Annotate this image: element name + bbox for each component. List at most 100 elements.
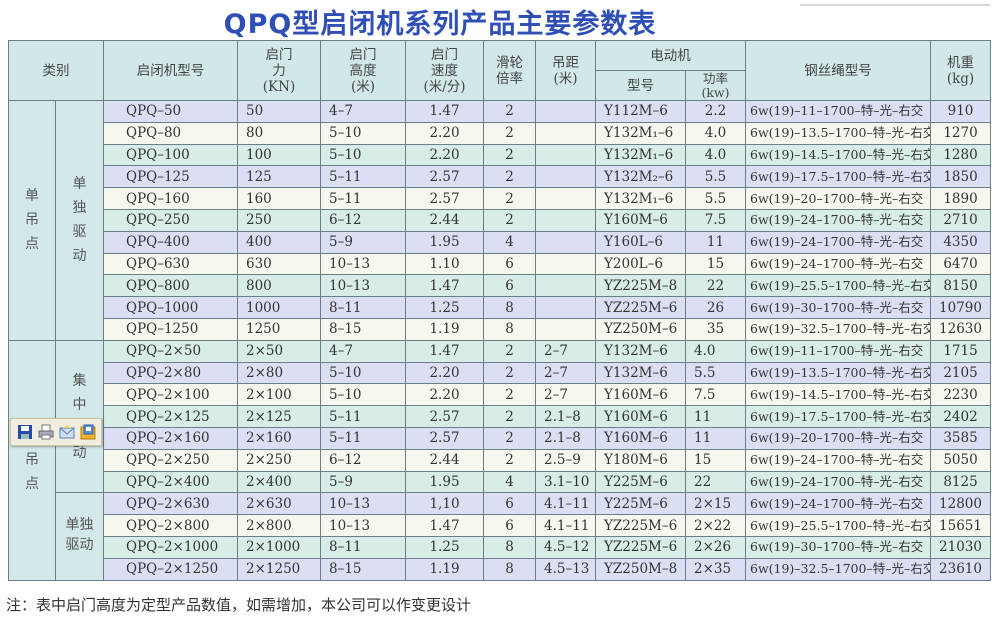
cell-motor-model: Y200L–6: [595, 252, 686, 276]
cell-weight: 23610: [930, 557, 991, 581]
cell-span: 4.5–13: [535, 557, 596, 581]
table-row: 双吊点集中驱动QPQ–2×502×504–71.4722–7Y132M–64.0…: [8, 339, 991, 581]
cell-force: 160: [237, 187, 321, 210]
cell-model: QPQ–125: [103, 165, 238, 189]
cell-weight: 2105: [930, 361, 991, 385]
cell-weight: 21030: [930, 535, 991, 559]
cell-height: 10–13: [320, 514, 406, 537]
cell-height: 5–10: [320, 143, 406, 167]
subcategory-cell: 单独驱动: [55, 492, 104, 581]
cell-span: 3.1–10: [535, 470, 596, 494]
table-row: QPQ–2×400 2×400 5–9 1.95 4 3.1–10 Y225M–6 22 6w(…: [9, 470, 991, 494]
cell-motor-model: YZ250M–8: [595, 557, 686, 581]
cell-motor-model: Y225M–6: [595, 492, 686, 516]
cell-span: [535, 121, 596, 145]
cell-span: [535, 296, 596, 319]
cell-motor-power: 2.2: [685, 100, 746, 123]
cell-model: QPQ–1000: [103, 296, 238, 319]
cell-motor-model: Y132M₁–6: [595, 143, 686, 167]
cell-span: 2–7: [535, 339, 596, 363]
cell-speed: 2.20: [405, 121, 484, 145]
cell-speed: 1.95: [405, 230, 484, 254]
table-row: QPQ–2×100 2×100 5–10 2.20 2 2–7 Y160M–6 7.5 6w(1…: [9, 383, 991, 407]
table-row: QPQ–800 800 10–13 1.47 6 YZ225M–8 22 6w(19)–25.…: [9, 274, 991, 298]
cell-speed: 2.57: [405, 187, 484, 210]
cell-model: QPQ–2×1250: [103, 557, 238, 581]
cell-weight: 1280: [930, 143, 991, 167]
cell-weight: 1270: [930, 121, 991, 145]
cell-speed: 2.44: [405, 208, 484, 232]
cell-pulley: 8: [483, 317, 536, 341]
header-rope: 钢丝绳型号: [745, 40, 931, 101]
cell-pulley: 6: [483, 514, 536, 537]
cell-speed: 2.57: [405, 405, 484, 428]
cell-weight: 12800: [930, 492, 991, 516]
save-icon[interactable]: [17, 424, 33, 440]
cell-pulley: 4: [483, 230, 536, 254]
header-pulley: 滑轮 倍率: [483, 40, 536, 101]
cell-speed: 2.20: [405, 143, 484, 167]
table-body: 单吊点 单独驱动 QPQ–50 50 4–7 1.47 2 Y112M–6 2.2 6w(19)–…: [8, 100, 991, 581]
cell-height: 5–10: [320, 121, 406, 145]
cell-span: 2.1–8: [535, 426, 596, 450]
cell-motor-model: Y132M–6: [595, 339, 686, 363]
cell-motor-power: 2×26: [685, 535, 746, 559]
cell-model: QPQ–630: [103, 252, 238, 276]
cell-weight: 5050: [930, 448, 991, 472]
cell-force: 2×80: [237, 361, 321, 385]
table-row: QPQ–2×160 2×160 5–11 2.57 2 2.1–8 Y160M–6 11 6w(…: [9, 426, 991, 450]
cell-height: 4–7: [320, 339, 406, 363]
cell-span: 2.5–9: [535, 448, 596, 472]
print-icon[interactable]: [38, 424, 54, 440]
cell-span: [535, 143, 596, 167]
cell-height: 5–11: [320, 426, 406, 450]
cell-motor-model: Y160M–6: [595, 208, 686, 232]
cell-force: 2×160: [237, 426, 321, 450]
table-row: QPQ–160 160 5–11 2.57 2 Y132M₁–6 5.5 6w(19)–20–…: [9, 187, 991, 210]
cell-pulley: 2: [483, 426, 536, 450]
cell-motor-model: Y160M–6: [595, 426, 686, 450]
cell-model: QPQ–2×50: [103, 339, 238, 363]
subcategory-cell: 单独驱动: [55, 100, 104, 341]
cell-pulley: 6: [483, 252, 536, 276]
subcategory-label: 集中驱动: [72, 372, 87, 461]
cell-model: QPQ–2×630: [103, 492, 238, 516]
table-row: QPQ–630 630 10–13 1.10 6 Y200L–6 15 6w(19)–24–1…: [9, 252, 991, 276]
cell-rope: 6w(19)–11–1700–特–光–右交: [745, 339, 931, 363]
folder-icon[interactable]: [80, 424, 96, 440]
cell-pulley: 2: [483, 339, 536, 363]
cell-weight: 2710: [930, 208, 991, 232]
cell-rope: 6w(19)–13.5–1700–特–光–右交: [745, 361, 931, 385]
cell-motor-power: 35: [685, 317, 746, 341]
cell-height: 8–15: [320, 317, 406, 341]
cell-span: [535, 208, 596, 232]
cell-motor-model: Y132M–6: [595, 361, 686, 385]
cell-rope: 6w(19)–24–1700–特–光–右交: [745, 448, 931, 472]
cell-force: 2×50: [237, 339, 321, 363]
cell-height: 5–11: [320, 165, 406, 189]
cell-motor-model: Y160M–6: [595, 405, 686, 428]
category-cell: 单吊点: [8, 100, 56, 341]
cell-rope: 6w(19)–24–1700–特–光–右交: [745, 230, 931, 254]
cell-pulley: 6: [483, 274, 536, 298]
cell-model: QPQ–160: [103, 187, 238, 210]
cell-weight: 12630: [930, 317, 991, 341]
header-motor-model: 型号: [595, 70, 686, 101]
cell-rope: 6w(19)–30–1700–特–光–右交: [745, 535, 931, 559]
cell-force: 2×100: [237, 383, 321, 407]
cell-height: 6–12: [320, 448, 406, 472]
cell-force: 800: [237, 274, 321, 298]
cell-height: 4–7: [320, 100, 406, 123]
email-icon[interactable]: [59, 424, 75, 440]
cell-speed: 1.25: [405, 296, 484, 319]
subcategory-label: 单独驱动: [72, 176, 87, 265]
cell-span: [535, 317, 596, 341]
cell-weight: 2230: [930, 383, 991, 407]
cell-span: [535, 187, 596, 210]
table-row: QPQ–1000 1000 8–11 1.25 8 YZ225M–6 26 6w(19)–30…: [9, 296, 991, 319]
table-row: 单吊点 单独驱动 QPQ–50 50 4–7 1.47 2 Y112M–6 2.2 6w(19)–…: [8, 100, 991, 341]
cell-motor-power: 11: [685, 230, 746, 254]
cell-motor-model: YZ225M–6: [595, 535, 686, 559]
cell-motor-power: 22: [685, 470, 746, 494]
cell-motor-power: 11: [685, 426, 746, 450]
